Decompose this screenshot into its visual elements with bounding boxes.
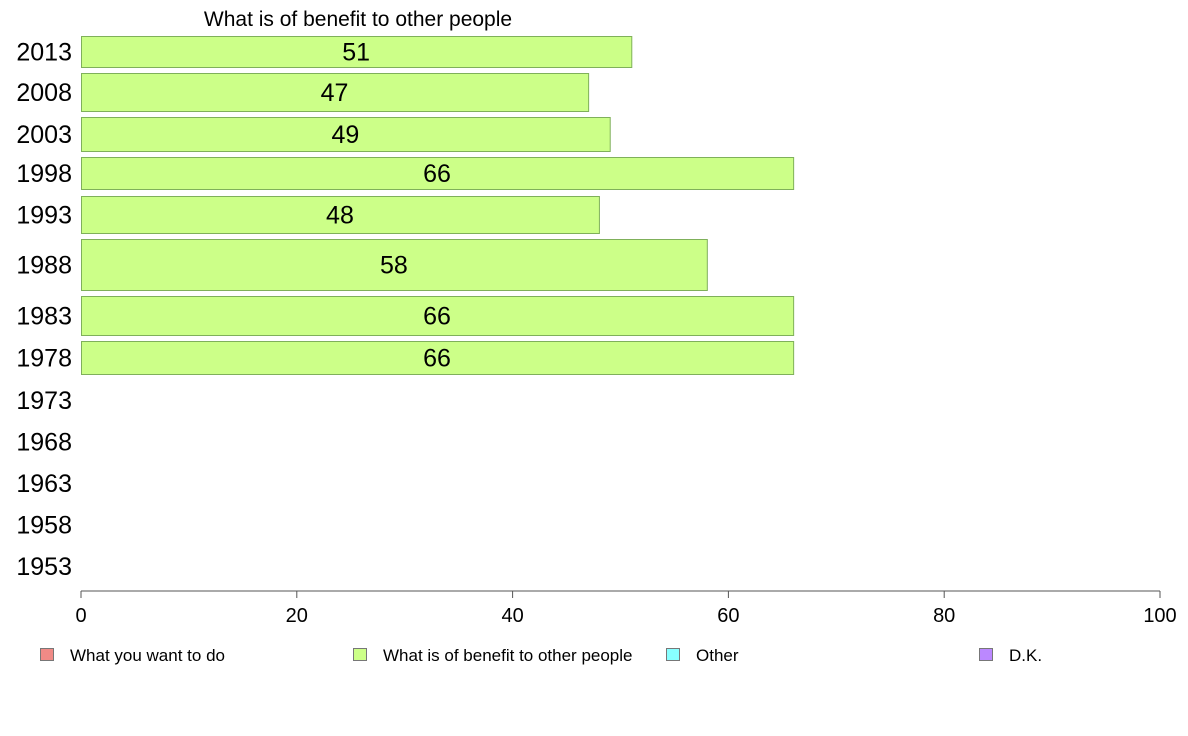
year-label: 1973 — [16, 387, 72, 415]
x-tick-label: 60 — [717, 605, 739, 627]
bar-value-label: 51 — [342, 39, 370, 67]
bar-value-label: 66 — [423, 345, 451, 373]
chart-title: What is of benefit to other people — [204, 8, 512, 31]
legend: What you want to do What is of benefit to… — [40, 646, 1042, 665]
bar-value-label: 66 — [423, 303, 451, 331]
year-label: 1953 — [16, 553, 72, 581]
legend-swatch — [40, 648, 54, 661]
year-label: 2008 — [16, 79, 72, 107]
x-axis: 0 20 40 60 80 100 — [75, 590, 1177, 627]
year-label: 1978 — [16, 345, 72, 373]
legend-swatch — [666, 648, 680, 661]
bars-group: 51 47 49 66 48 58 66 66 — [81, 36, 795, 375]
year-label: 1998 — [16, 160, 72, 188]
bar — [81, 239, 708, 291]
bar-value-label: 49 — [331, 121, 359, 149]
year-label: 1958 — [16, 512, 72, 540]
bar — [81, 36, 633, 68]
year-label: 2003 — [16, 121, 72, 149]
year-labels: 2013 2008 2003 1998 1993 1988 1983 1978 1973 1968… — [16, 39, 72, 582]
bar — [81, 117, 611, 152]
bar — [81, 73, 590, 112]
legend-swatch — [979, 648, 993, 661]
x-tick-label: 20 — [286, 605, 308, 627]
legend-swatch — [353, 648, 367, 661]
year-label: 1968 — [16, 429, 72, 457]
bar — [81, 196, 600, 234]
year-label: 1963 — [16, 470, 72, 498]
x-tick-label: 40 — [501, 605, 523, 627]
x-tick-label: 100 — [1143, 605, 1176, 627]
legend-label: D.K. — [1009, 646, 1042, 665]
legend-label: What is of benefit to other people — [383, 646, 633, 665]
year-label: 1988 — [16, 252, 72, 280]
legend-label: Other — [696, 646, 739, 665]
bar — [81, 157, 795, 190]
bar — [81, 296, 795, 336]
x-tick-label: 80 — [933, 605, 955, 627]
bar — [81, 341, 795, 375]
year-label: 1993 — [16, 202, 72, 230]
year-label: 1983 — [16, 303, 72, 331]
x-tick-label: 0 — [75, 605, 86, 627]
bar-value-label: 48 — [326, 202, 354, 230]
bar-value-label: 58 — [380, 252, 408, 280]
bar-value-label: 47 — [321, 79, 349, 107]
legend-label: What you want to do — [70, 646, 225, 665]
bar-value-label: 66 — [423, 160, 451, 188]
year-label: 2013 — [16, 39, 72, 67]
